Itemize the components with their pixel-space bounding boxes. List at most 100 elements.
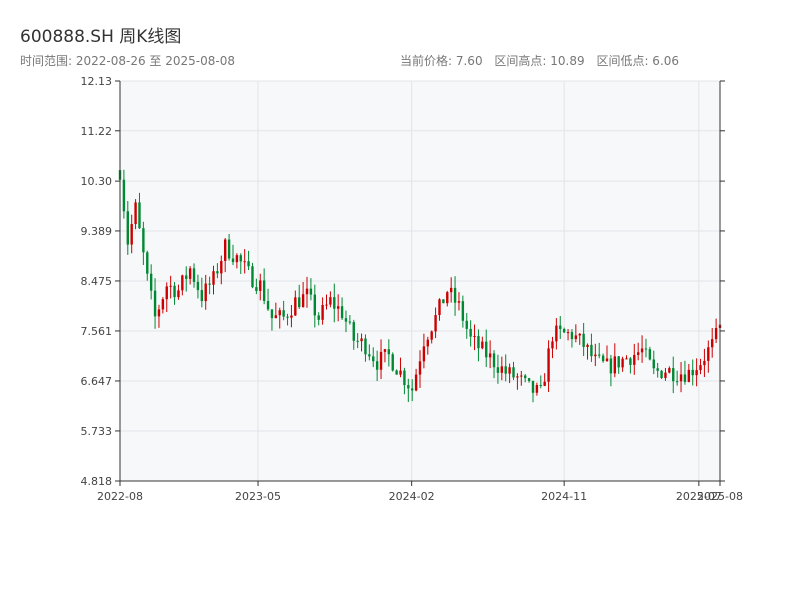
candle-body — [259, 280, 262, 291]
y-tick-label: 5.733 — [81, 425, 113, 438]
candle-body — [442, 299, 445, 304]
candle-body — [294, 297, 297, 316]
candle-body — [181, 275, 184, 291]
candle-body — [138, 202, 141, 229]
candle-body — [547, 348, 550, 382]
candle-body — [270, 309, 274, 319]
candle-body — [434, 315, 437, 332]
candle-body — [403, 370, 406, 386]
candle-body — [188, 268, 192, 279]
candle-body — [309, 288, 313, 295]
candle-body — [520, 375, 523, 377]
candle-body — [625, 358, 628, 360]
candle-body — [157, 309, 161, 317]
candle-body — [379, 351, 383, 370]
candle-body — [508, 367, 511, 374]
candle-body — [142, 228, 145, 253]
candle-body — [325, 304, 328, 306]
candle-body — [527, 378, 531, 381]
candle-body — [321, 304, 324, 320]
candle-body — [290, 315, 293, 318]
candle-body — [438, 299, 441, 316]
range-low: 区间低点: 6.06 — [596, 54, 680, 68]
y-tick-label: 9.389 — [81, 225, 113, 238]
candle-body — [699, 365, 702, 371]
candle-body — [387, 349, 391, 355]
y-tick-label: 7.561 — [81, 325, 113, 338]
candle-body — [414, 374, 418, 391]
x-tick-label: 2024-11 — [541, 490, 587, 503]
candle-body — [683, 374, 687, 382]
candle-body — [146, 252, 149, 274]
candle-body — [586, 344, 589, 348]
candle-body — [516, 376, 519, 378]
candle-body — [149, 273, 153, 291]
candle-body — [609, 358, 613, 374]
candle-body — [305, 288, 309, 295]
candle-body — [407, 385, 410, 389]
candle-body — [395, 370, 398, 375]
candle-body — [473, 336, 476, 338]
candle-body — [496, 367, 500, 373]
candle-body — [251, 266, 254, 288]
candle-body — [590, 344, 593, 357]
candle-body — [621, 358, 624, 368]
candle-body — [469, 328, 472, 337]
y-tick-label: 6.647 — [81, 375, 113, 388]
candle-body — [173, 285, 176, 298]
candle-body — [161, 299, 165, 310]
y-axis-ticks: 4.818 5.733 6.647 7.561 8.475 9.389 10.30 11.22… — [81, 75, 725, 488]
candle-body — [301, 294, 305, 308]
candle-body — [375, 361, 379, 370]
candle-body — [675, 381, 679, 383]
candle-body — [691, 369, 694, 376]
candle-body — [543, 381, 546, 386]
candle-body — [523, 375, 527, 379]
candle-body — [227, 239, 231, 259]
candle-body — [274, 315, 278, 319]
candle-body — [169, 285, 172, 287]
candle-body — [340, 306, 344, 319]
candle-body — [711, 339, 714, 348]
candle-body — [703, 360, 706, 366]
candle-body — [348, 321, 352, 323]
candle-body — [262, 280, 266, 302]
candle-body — [313, 294, 317, 316]
candle-body — [212, 271, 215, 285]
candle-body — [679, 374, 683, 382]
candle-body — [461, 301, 465, 321]
candle-body — [613, 356, 617, 374]
candle-body — [333, 297, 336, 309]
candle-body — [559, 325, 562, 329]
y-tick-label: 10.30 — [81, 175, 113, 188]
x-tick-label: 2022-08 — [97, 490, 143, 503]
candle-body — [298, 297, 301, 308]
candle-body — [216, 271, 219, 274]
candle-body — [360, 338, 363, 342]
candle-body — [418, 361, 422, 375]
candle-body — [636, 352, 640, 355]
candle-body — [286, 316, 289, 318]
candle-body — [633, 354, 636, 365]
candle-body — [208, 283, 211, 285]
candle-body — [500, 366, 504, 373]
candle-body — [336, 306, 340, 309]
x-tick-label: 2025-07 — [676, 490, 722, 503]
y-tick-label: 8.475 — [81, 275, 113, 288]
candle-body — [368, 354, 371, 357]
candle-body — [200, 290, 204, 302]
candle-body — [555, 325, 558, 342]
candle-body — [352, 322, 355, 341]
candle-body — [512, 367, 515, 378]
x-tick-label: 2025-08 — [697, 490, 743, 503]
candle-body — [660, 370, 663, 378]
candle-body — [535, 385, 539, 393]
y-tick-label: 11.22 — [81, 125, 113, 138]
candle-body — [204, 283, 207, 302]
candle-body — [356, 340, 359, 342]
candle-body — [185, 275, 188, 279]
x-tick-label: 2023-05 — [235, 490, 281, 503]
candle-body — [126, 211, 129, 245]
candle-body — [656, 368, 659, 371]
